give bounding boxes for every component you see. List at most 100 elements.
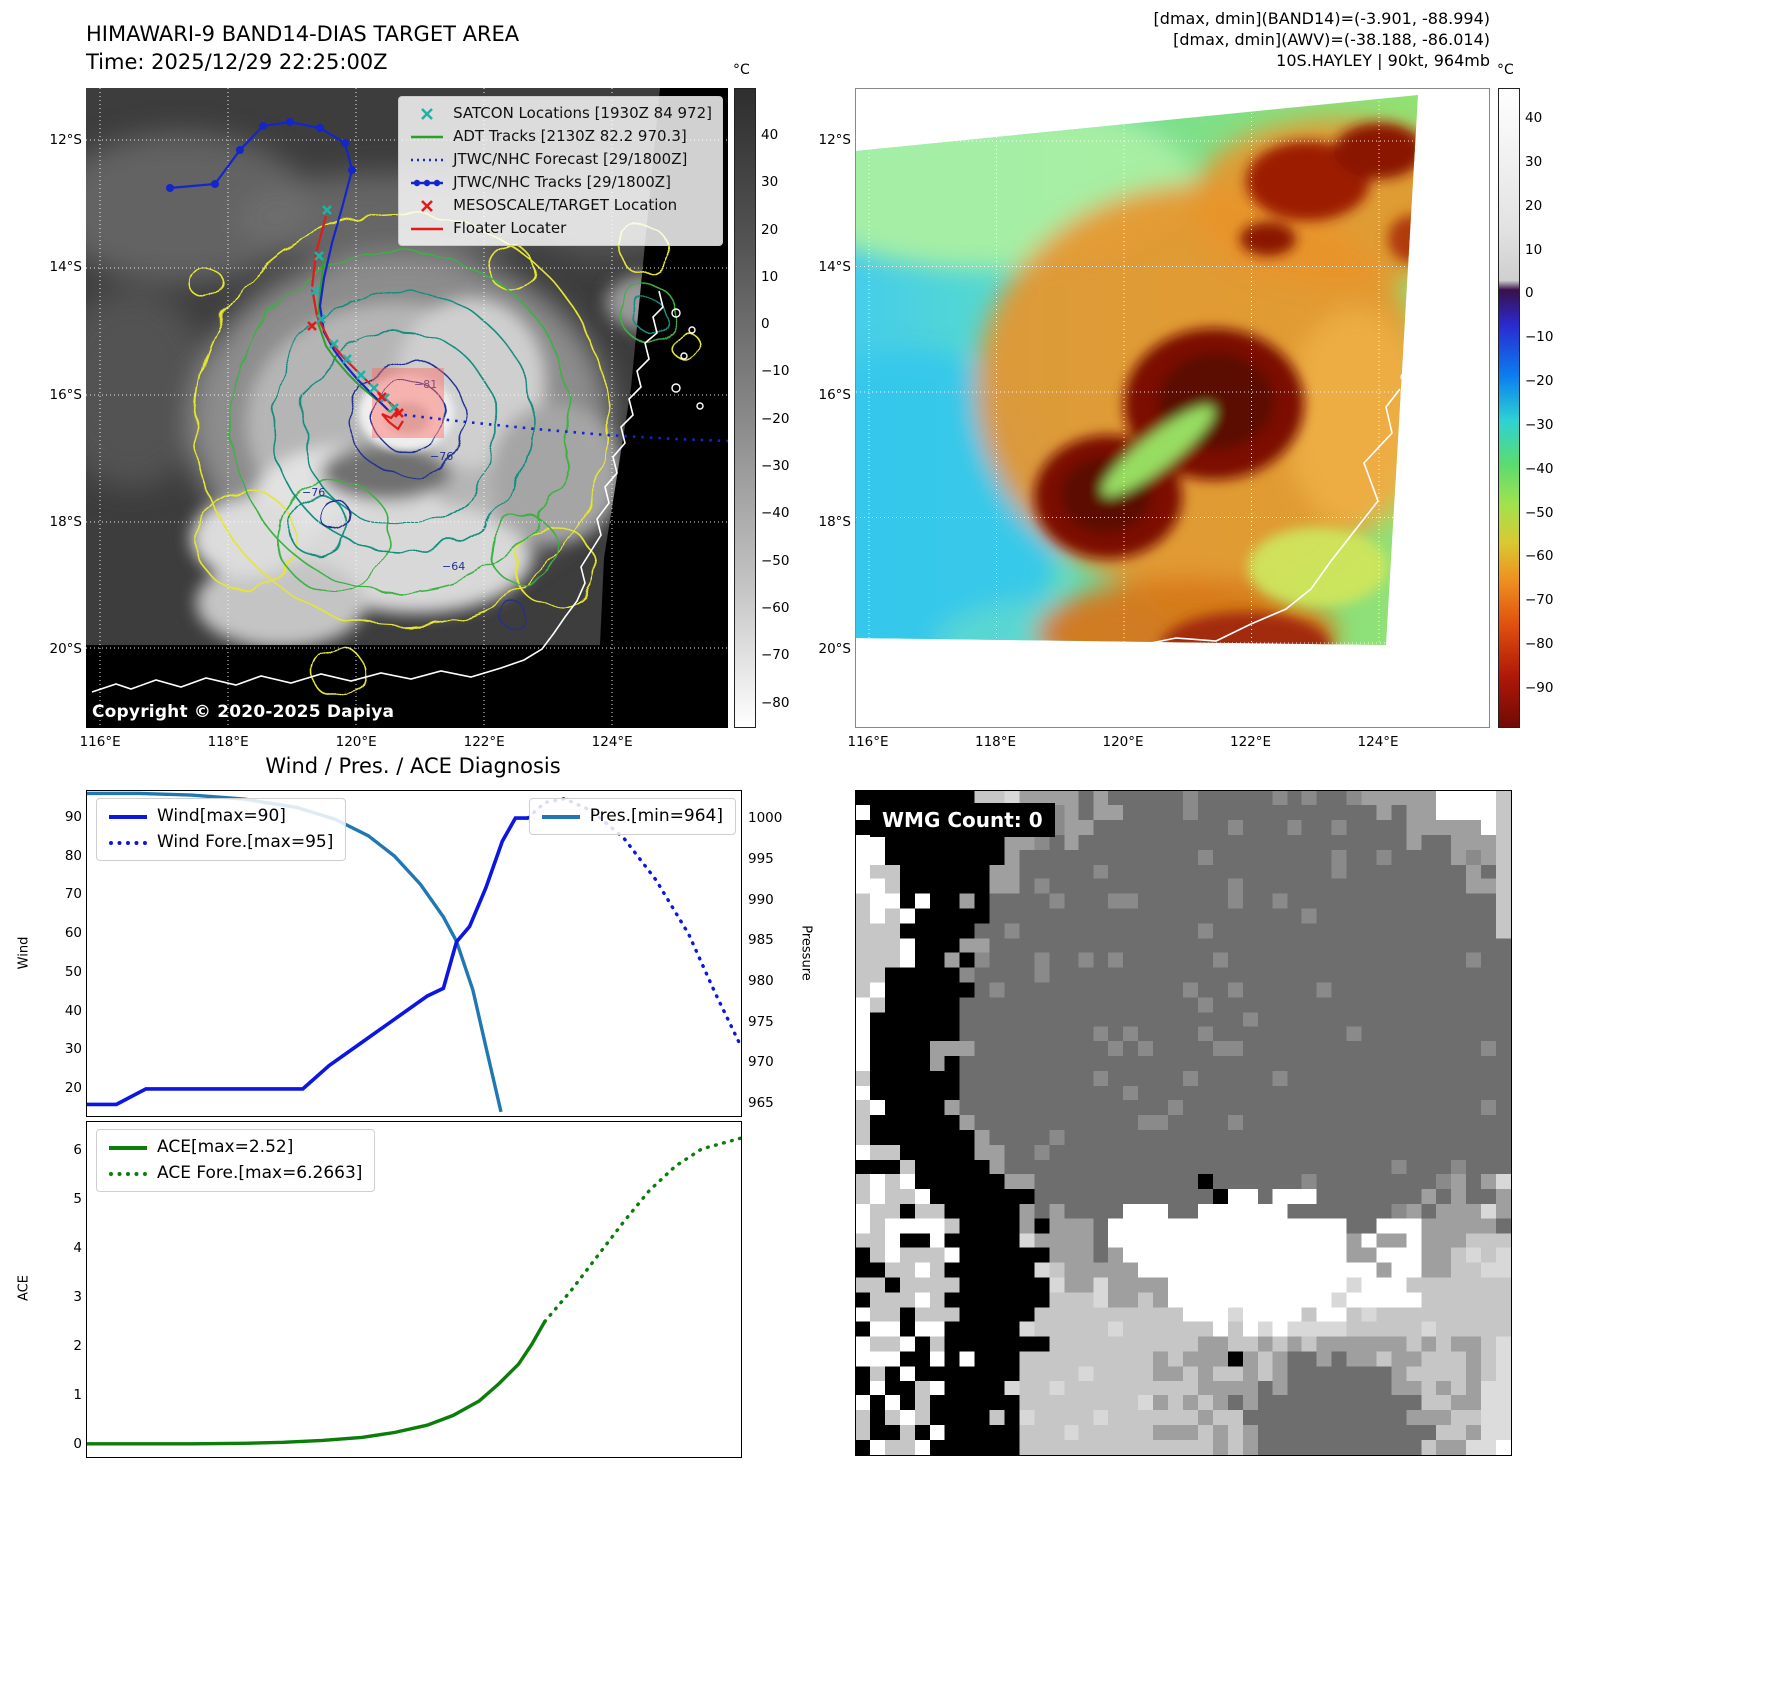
coastal-islands — [671, 308, 704, 410]
dmax-dmin-band14: [dmax, dmin](BAND14)=(-3.901, -88.994) — [1153, 9, 1490, 28]
legend-label: Wind Fore.[max=95] — [157, 832, 334, 852]
axis-tick: 50 — [64, 963, 82, 980]
wind-pressure-plot — [87, 791, 743, 1113]
panel1-colorbar-ticks: 40 30 20 10 0 −10 −20 −30 −40 −50 −60 −70 −80 — [761, 88, 801, 728]
coastal-islands — [1400, 353, 1416, 381]
mesoscale-x-markers — [307, 321, 404, 418]
axis-tick: 995 — [748, 851, 774, 868]
legend-label: Wind[max=90] — [157, 806, 286, 826]
axis-tick: 975 — [748, 1013, 774, 1030]
contour-label: −76 — [302, 486, 325, 499]
dmax-dmin-awv: [dmax, dmin](AWV)=(-38.188, -86.014) — [1173, 30, 1490, 49]
legend-label: ADT Tracks [2130Z 82.2 970.3] — [453, 127, 687, 145]
panel1-lon-axis: 116°E 118°E 120°E 122°E 124°E — [80, 734, 728, 754]
dotted-line-swatch-icon — [109, 1171, 147, 1176]
axis-tick: −10 — [761, 363, 790, 380]
axis-tick: 90 — [64, 809, 82, 826]
colorbar-unit: °C — [733, 62, 750, 78]
axis-tick: −30 — [1525, 416, 1554, 433]
axis-tick: 30 — [761, 174, 779, 191]
panel2-colorbar-ticks: 40 30 20 10 0 −10 −20 −30 −40 −50 −60 −70 −80 −90 — [1525, 88, 1569, 728]
axis-tick: 6 — [73, 1142, 82, 1159]
legend-item-pressure: Pres.[min=964] — [541, 807, 723, 826]
legend-label: MESOSCALE/TARGET Location — [453, 196, 678, 214]
axis-tick: −10 — [1525, 329, 1554, 346]
axis-tick: −70 — [1525, 592, 1554, 609]
axis-tick: 0 — [761, 316, 770, 333]
line-swatch-icon — [411, 135, 444, 138]
map-legend: SATCON Locations [1930Z 84 972] ADT Trac… — [398, 96, 723, 246]
axis-tick: 985 — [748, 932, 774, 949]
legend-label: SATCON Locations [1930Z 84 972] — [453, 104, 712, 122]
dotted-line-swatch-icon — [109, 840, 147, 845]
axis-tick: 10 — [761, 268, 779, 285]
jtwc-track-markers — [166, 118, 356, 192]
line-swatch-icon — [109, 1145, 147, 1150]
axis-tick: 20°S — [818, 641, 852, 658]
ace-legend: ACE[max=2.52] ACE Fore.[max=6.2663] — [96, 1129, 376, 1192]
axis-tick: 14°S — [818, 259, 852, 276]
legend-item-wind: Wind[max=90] — [109, 807, 333, 826]
legend-item-floater: Floater Locater — [409, 219, 712, 238]
axis-tick: −40 — [761, 505, 790, 522]
wind-axis-label: Wind — [16, 936, 32, 970]
axis-tick: 990 — [748, 891, 774, 908]
axis-tick: 118°E — [207, 734, 249, 750]
axis-tick: 30 — [1525, 153, 1543, 170]
legend-item-satcon: SATCON Locations [1930Z 84 972] — [409, 104, 712, 123]
axis-tick: 18°S — [818, 513, 852, 530]
panel1-lat-axis: 12°S 14°S 16°S 18°S 20°S — [34, 88, 83, 728]
axis-tick: 14°S — [49, 259, 83, 276]
axis-tick: 70 — [64, 886, 82, 903]
axis-tick: 2 — [73, 1337, 82, 1354]
axis-tick: 16°S — [49, 386, 83, 403]
legend-label: JTWC/NHC Tracks [29/1800Z] — [453, 173, 671, 191]
panel1-time: Time: 2025/12/29 22:25:00Z — [86, 50, 388, 74]
legend-item-mesoscale: MESOSCALE/TARGET Location — [409, 196, 712, 215]
axis-tick: −80 — [1525, 636, 1554, 653]
legend-item-adt: ADT Tracks [2130Z 82.2 970.3] — [409, 127, 712, 146]
axis-tick: 12°S — [49, 131, 83, 148]
target-area-box — [372, 368, 444, 438]
jtwc-forecast-dotted-line — [395, 412, 728, 443]
axis-tick: 124°E — [591, 734, 633, 750]
pressure-legend: Pres.[min=964] — [528, 798, 736, 835]
line-swatch-icon — [411, 227, 444, 230]
wmg-image — [856, 791, 1511, 1455]
axis-tick: 116°E — [79, 734, 121, 750]
legend-item-jtwc-forecast: JTWC/NHC Forecast [29/1800Z] — [409, 150, 712, 169]
axis-tick: 18°S — [49, 513, 83, 530]
legend-label: ACE Fore.[max=6.2663] — [157, 1163, 363, 1183]
coastline — [91, 290, 664, 693]
axis-tick: −80 — [761, 694, 790, 711]
pressure-axis-ticks: 1000 995 990 985 980 975 970 965 — [748, 790, 792, 1115]
legend-item-ace-forecast: ACE Fore.[max=6.2663] — [109, 1164, 362, 1183]
axis-tick: 4 — [73, 1240, 82, 1257]
axis-tick: 12°S — [818, 131, 852, 148]
line-swatch-icon — [109, 814, 147, 819]
axis-tick: 120°E — [1102, 734, 1144, 750]
band14-map: −81 −76 −76 −64 — [86, 88, 728, 728]
axis-tick: −30 — [761, 458, 790, 475]
axis-tick: 3 — [73, 1289, 82, 1306]
axis-tick: 118°E — [974, 734, 1017, 750]
axis-tick: −20 — [1525, 373, 1554, 390]
legend-label: ACE[max=2.52] — [157, 1137, 294, 1157]
axis-tick: 0 — [1525, 285, 1534, 302]
contour-value-labels: −81 −76 −76 −64 — [302, 378, 465, 573]
awv-map-svg — [856, 89, 1489, 727]
colorbar-unit: °C — [1497, 62, 1514, 78]
axis-tick: 5 — [73, 1191, 82, 1208]
axis-tick: 40 — [1525, 110, 1543, 127]
copyright-text: Copyright © 2020-2025 Dapiya — [92, 702, 395, 722]
legend-label: JTWC/NHC Forecast [29/1800Z] — [453, 150, 688, 168]
axis-tick: 124°E — [1357, 734, 1399, 750]
wind-axis-ticks: 90 80 70 60 50 40 30 20 — [38, 790, 82, 1115]
wmg-count-badge: WMG Count: 0 — [870, 803, 1055, 837]
awv-map — [855, 88, 1490, 728]
wind-line — [87, 816, 528, 1107]
contour-label: −81 — [414, 378, 437, 391]
axis-tick: 122°E — [463, 734, 505, 750]
axis-tick: −20 — [761, 410, 790, 427]
legend-label: Floater Locater — [453, 219, 567, 237]
